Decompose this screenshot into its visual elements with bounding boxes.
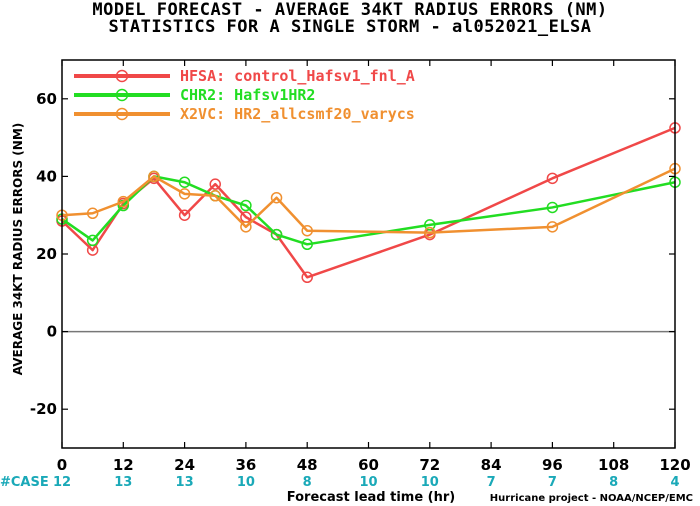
- series-2-point: [301, 238, 313, 251]
- case-count: 13: [114, 475, 132, 490]
- case-count: 10: [359, 475, 377, 490]
- case-count: 13: [176, 475, 194, 490]
- legend-marker-3: [115, 107, 129, 121]
- credit-text: Hurricane project - NOAA/NCEP/EMC: [490, 493, 693, 504]
- series-2-point: [424, 219, 436, 231]
- x-tick-label: 96: [542, 456, 563, 474]
- x-axis-label: Forecast lead time (hr): [287, 490, 455, 505]
- series-2-point: [270, 228, 283, 241]
- case-count: 8: [303, 475, 312, 490]
- series-1-point: [301, 271, 313, 284]
- series-2-point: [86, 234, 99, 247]
- x-tick-label: 0: [57, 456, 67, 474]
- series-3-point: [301, 224, 313, 237]
- x-tick-label: 24: [174, 456, 195, 474]
- case-count: 7: [487, 475, 496, 490]
- legend-label-3: X2VC: HR2_allcsmf20_varycs: [180, 105, 415, 123]
- legend-marker-2: [115, 88, 129, 102]
- x-tick-label: 12: [113, 456, 134, 474]
- chart-title: MODEL FORECAST - AVERAGE 34KT RADIUS ERR…: [92, 0, 608, 20]
- x-tick-label: 120: [659, 456, 690, 474]
- series-3-point: [148, 170, 160, 183]
- series-line-2: [61, 175, 676, 246]
- case-count: 12: [53, 475, 71, 490]
- legend-label-1: HFSA: control_Hafsv1_fnl_A: [180, 67, 415, 85]
- x-tick-label: 72: [419, 456, 440, 474]
- x-tick-label: 84: [481, 456, 502, 474]
- series-1-point: [178, 209, 191, 221]
- legend-label-2: CHR2: Hafsv1HR2: [180, 86, 315, 104]
- case-count: 10: [237, 475, 255, 490]
- series-1-point: [209, 178, 221, 190]
- x-tick-label: 36: [235, 456, 256, 474]
- chart-subtitle: STATISTICS FOR A SINGLE STORM - al052021…: [108, 17, 592, 37]
- series-2-point: [178, 176, 191, 188]
- case-count: 4: [670, 475, 679, 490]
- series-3-point: [270, 191, 283, 204]
- y-tick-label: 60: [36, 90, 57, 108]
- x-tick-label: 48: [297, 456, 318, 474]
- case-count: 10: [421, 475, 439, 490]
- series-3-point: [209, 190, 221, 202]
- y-tick-label: 40: [36, 167, 57, 185]
- y-tick-label: -20: [30, 400, 57, 418]
- series-3-point: [86, 207, 99, 220]
- legend-marker-1: [115, 69, 129, 83]
- series-3-point: [546, 221, 559, 233]
- series-2-point: [546, 201, 559, 214]
- series-3-point: [117, 195, 130, 208]
- y-tick-label: 20: [36, 245, 57, 263]
- series-1-point: [546, 172, 559, 185]
- x-tick-label: 60: [358, 456, 379, 474]
- case-label: #CASE: [0, 475, 49, 490]
- y-axis-label: AVERAGE 34KT RADIUS ERRORS (NM): [11, 123, 25, 375]
- series-3-point: [178, 188, 191, 200]
- x-tick-label: 108: [598, 456, 629, 474]
- case-count: 7: [548, 475, 557, 490]
- y-tick-label: 0: [47, 323, 57, 341]
- series-2-point: [240, 199, 252, 212]
- case-count: 8: [609, 475, 618, 490]
- series-3-point: [240, 221, 252, 233]
- series-line-1: [61, 126, 676, 279]
- series-3-point: [424, 226, 436, 239]
